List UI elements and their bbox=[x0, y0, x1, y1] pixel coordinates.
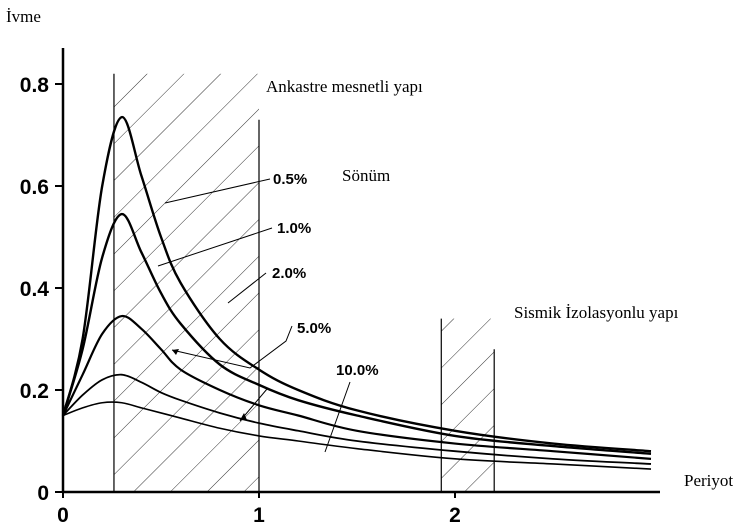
y-ticks-group: 0 0.2 0.4 0.6 0.8 bbox=[20, 74, 63, 505]
y-tick-label-3: 0.6 bbox=[20, 176, 49, 199]
series-curve-0 bbox=[61, 115, 652, 453]
leader-line-4 bbox=[324, 381, 351, 453]
series-curve-4 bbox=[62, 401, 652, 470]
region-label-isolated: Sismik İzolasyonlu yapı bbox=[514, 303, 679, 322]
damping-label: Sönüm bbox=[342, 166, 390, 185]
y-axis-label: İvme bbox=[6, 7, 41, 26]
series-curve-1 bbox=[61, 212, 652, 455]
series-label-1: 1.0% bbox=[277, 220, 311, 237]
leader-arrow-3 bbox=[172, 349, 179, 355]
series-group bbox=[61, 115, 652, 470]
series-label-4: 10.0% bbox=[336, 362, 379, 379]
series-curve-2 bbox=[62, 314, 652, 460]
y-tick-label-4: 0.8 bbox=[20, 74, 50, 97]
series-label-3: 5.0% bbox=[297, 320, 331, 337]
series-curve-3 bbox=[62, 373, 652, 465]
x-tick-label-1: 1 bbox=[253, 504, 265, 527]
series-label-0: 0.5% bbox=[273, 171, 307, 188]
y-tick-label-0: 0 bbox=[37, 482, 49, 505]
leader-line-1 bbox=[157, 227, 273, 267]
leader-line-extra bbox=[239, 388, 268, 422]
region-hatch-0 bbox=[113, 73, 260, 493]
x-axis-label: Periyot bbox=[684, 471, 733, 490]
series-label-2: 2.0% bbox=[272, 265, 306, 282]
x-tick-label-0: 0 bbox=[57, 504, 69, 527]
leader-line-3 bbox=[171, 325, 293, 369]
leader-line-2 bbox=[227, 272, 267, 304]
leader-line-0 bbox=[164, 178, 271, 204]
y-tick-label-1: 0.2 bbox=[20, 380, 49, 403]
y-tick-label-2: 0.4 bbox=[20, 278, 50, 301]
leaders-group bbox=[157, 178, 351, 453]
x-ticks-group: 0 1 2 bbox=[57, 492, 461, 527]
x-tick-label-2: 2 bbox=[449, 504, 461, 527]
region-hatch-1 bbox=[441, 318, 495, 492]
region-label-fixed: Ankastre mesnetli yapı bbox=[266, 77, 423, 96]
regions-group bbox=[113, 73, 495, 493]
